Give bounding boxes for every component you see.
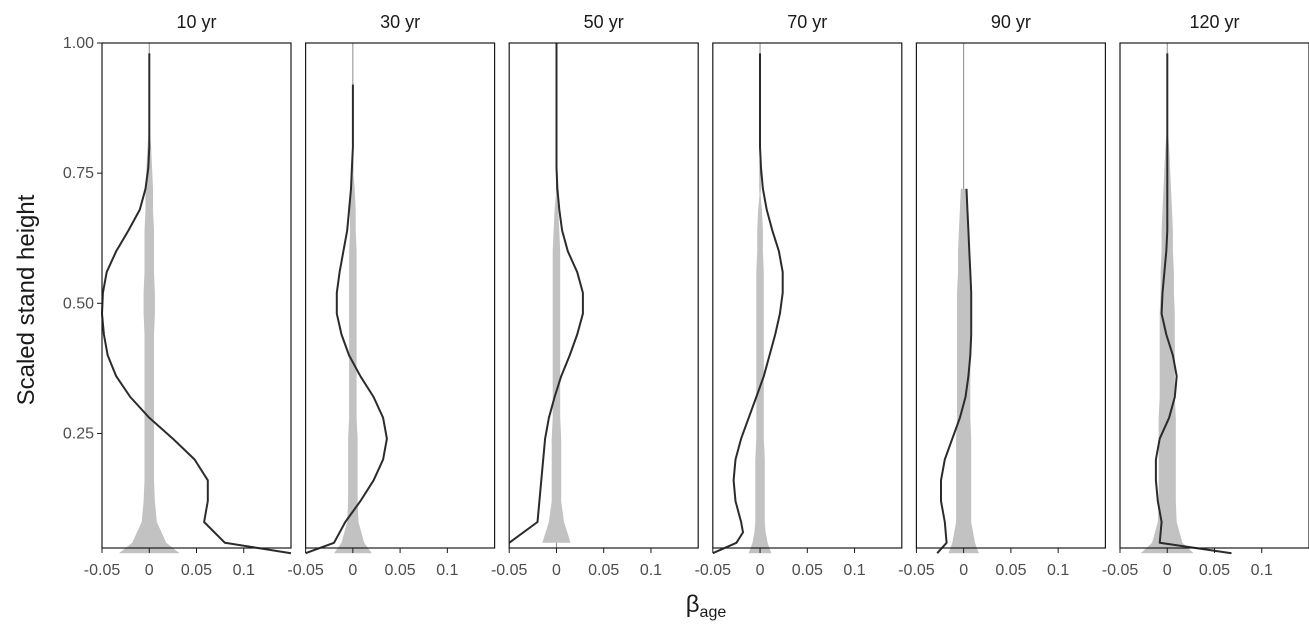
confidence-band — [948, 188, 979, 554]
panel-6: 120 yr -0.05 0 0.05 0.1 — [1102, 12, 1309, 579]
confidence-band — [1140, 53, 1194, 554]
y-tick-label: 0.75 — [63, 165, 94, 182]
panel-title: 50 yr — [584, 12, 624, 32]
x-tick-label: 0 — [959, 562, 968, 579]
x-tick-label: -0.05 — [898, 562, 935, 579]
x-tick-label: 0.1 — [233, 562, 255, 579]
panels: 10 yr -0.05 0 0.05 0.1 0.25 0.50 0.75 1.00 30 yr -… — [63, 12, 1309, 579]
coefficient-line — [508, 43, 584, 544]
y-tick-label: 0.50 — [63, 295, 94, 312]
coefficient-line — [305, 84, 388, 555]
x-axis-title-symbol: β — [686, 591, 700, 618]
x-tick-label: 0.05 — [385, 562, 416, 579]
y-tick-label: 1.00 — [63, 35, 94, 52]
x-tick-label: 0.1 — [436, 562, 458, 579]
coefficient-line — [1154, 53, 1232, 555]
panel-frame — [305, 42, 496, 549]
y-axis-title: Scaled stand height — [13, 194, 40, 405]
panel-4: 70 yr -0.05 0 0.05 0.1 — [695, 12, 903, 579]
panel-3: 50 yr -0.05 0 0.05 0.1 — [491, 12, 699, 579]
panel-2: 30 yr -0.05 0 0.05 0.1 — [287, 12, 496, 579]
panel-frame — [712, 42, 903, 549]
x-tick-label: 0 — [756, 562, 765, 579]
x-tick-label: -0.05 — [1102, 562, 1139, 579]
x-tick-label: 0.05 — [995, 562, 1026, 579]
panel-title: 90 yr — [991, 12, 1031, 32]
x-axis-title-subscript: age — [700, 604, 727, 621]
panel-title: 30 yr — [380, 12, 420, 32]
y-tick-label: 0.25 — [63, 425, 94, 442]
x-tick-label: 0.05 — [792, 562, 823, 579]
x-tick-label: -0.05 — [695, 562, 732, 579]
panel-5: 90 yr -0.05 0 0.05 0.1 — [898, 12, 1107, 579]
x-tick-label: 0 — [1163, 562, 1172, 579]
panel-frame — [1119, 42, 1309, 549]
panel-title: 120 yr — [1189, 12, 1239, 32]
x-tick-label: 0.05 — [588, 562, 619, 579]
panel-frame — [101, 42, 292, 549]
x-tick-label: 0.1 — [1251, 562, 1273, 579]
confidence-band — [334, 84, 372, 554]
coefficient-line — [936, 188, 973, 554]
coefficient-line — [712, 53, 784, 555]
x-tick-label: 0.1 — [1047, 562, 1069, 579]
x-tick-label: 0.1 — [640, 562, 662, 579]
x-tick-label: 0.05 — [181, 562, 212, 579]
confidence-band — [748, 53, 772, 554]
panel-frame — [508, 42, 699, 549]
x-tick-label: -0.05 — [287, 562, 324, 579]
x-tick-label: 0.1 — [843, 562, 865, 579]
panel-title: 70 yr — [787, 12, 827, 32]
x-tick-label: 0.05 — [1199, 562, 1230, 579]
panel-title: 10 yr — [176, 12, 216, 32]
panel-frame — [915, 42, 1107, 549]
confidence-band — [542, 43, 571, 543]
x-tick-label: 0 — [348, 562, 357, 579]
panel-1: 10 yr -0.05 0 0.05 0.1 0.25 0.50 0.75 1.00 — [63, 12, 292, 579]
x-tick-label: -0.05 — [491, 562, 528, 579]
x-tick-label: -0.05 — [84, 562, 121, 579]
confidence-band — [119, 53, 180, 554]
x-tick-label: 0 — [145, 562, 154, 579]
coefficient-line — [101, 53, 292, 555]
x-tick-label: 0 — [552, 562, 561, 579]
x-axis-title: βage — [686, 591, 727, 621]
